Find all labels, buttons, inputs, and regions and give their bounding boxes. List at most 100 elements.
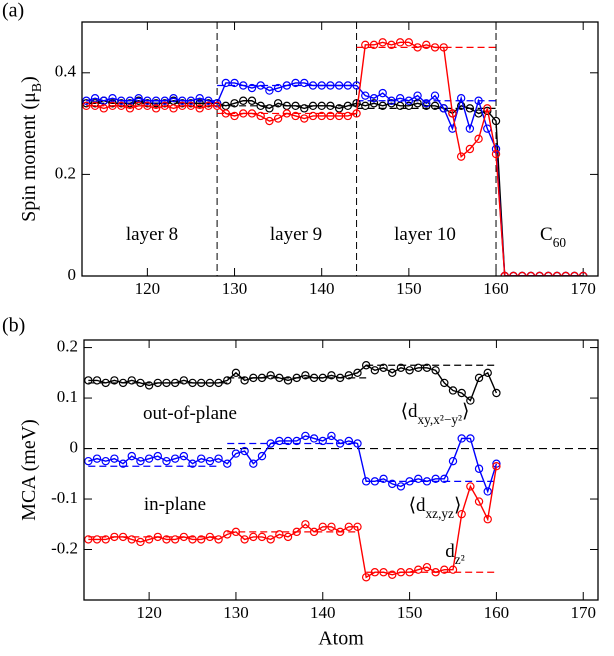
data-point: [247, 109, 257, 118]
data-point: [317, 111, 326, 121]
data-point: [179, 532, 189, 542]
data-point: [247, 83, 257, 93]
annotation-part: ⟨d: [401, 401, 418, 422]
data-point: [265, 86, 274, 95]
data-point: [431, 474, 440, 484]
annotation: ⟨dxz,yz⟩: [409, 495, 462, 520]
data-point: [370, 366, 380, 375]
data-point: [327, 431, 336, 441]
data-point: [110, 532, 119, 542]
data-point: [240, 446, 249, 456]
data-point: [413, 43, 422, 52]
data-point: [344, 371, 354, 380]
data-point: [483, 515, 492, 524]
annotation: C60: [540, 224, 566, 249]
data-point: [317, 101, 326, 111]
y-axis-label-part: Spin moment (μ: [18, 92, 40, 222]
data-point: [379, 474, 388, 484]
y-axis-label: MCA (meV): [18, 419, 40, 521]
data-point: [308, 81, 318, 90]
data-point: [195, 104, 204, 113]
data-point: [361, 573, 371, 582]
data-point: [422, 477, 432, 486]
data-point: [221, 109, 231, 118]
data-point: [108, 101, 117, 111]
data-point: [431, 568, 440, 577]
data-point: [361, 40, 370, 50]
data-point: [188, 378, 197, 388]
x-tick-label: 140: [310, 603, 336, 622]
annotation: dz²: [445, 541, 464, 566]
annotation: in-plane: [144, 494, 206, 515]
data-point: [440, 378, 449, 388]
data-point: [404, 101, 414, 111]
data-point: [160, 96, 170, 105]
data-point: [82, 99, 91, 108]
x-tick-label: 160: [483, 279, 509, 298]
data-point: [169, 104, 178, 113]
data-point: [308, 111, 318, 121]
data-point: [440, 474, 449, 484]
data-point: [118, 378, 128, 388]
data-point: [223, 376, 232, 385]
y-tick-label: -0.2: [51, 538, 78, 557]
data-point: [387, 99, 396, 108]
data-point: [335, 527, 345, 537]
data-point: [179, 451, 189, 461]
plot-area: [84, 361, 598, 582]
data-point: [188, 459, 197, 468]
data-point: [275, 373, 284, 383]
data-point: [153, 451, 163, 461]
data-point: [465, 124, 475, 133]
x-axis-label: Atom: [318, 628, 364, 650]
data-point: [379, 363, 388, 372]
data-point: [188, 535, 197, 544]
data-point: [127, 376, 136, 385]
data-point: [379, 568, 388, 577]
data-point: [92, 376, 102, 385]
data-point: [223, 530, 232, 539]
data-point: [457, 509, 466, 519]
data-point: [474, 134, 483, 144]
data-point: [405, 568, 414, 577]
annotation-part: layer 9: [270, 224, 322, 245]
annotation: layer 9: [270, 224, 322, 245]
annotation: ⟨dxy,x²−y²⟩: [401, 401, 470, 426]
data-point: [257, 532, 267, 542]
x-tick-label: 170: [570, 279, 596, 298]
data-point: [361, 361, 371, 370]
data-point: [291, 101, 300, 111]
data-point: [457, 434, 466, 443]
annotation-part: ⟩: [454, 495, 461, 516]
data-point: [143, 99, 152, 108]
data-point: [170, 454, 180, 463]
annotation-part: in-plane: [144, 494, 206, 515]
data-point: [170, 535, 180, 544]
data-point: [230, 99, 239, 108]
data-point: [204, 96, 213, 105]
data-point: [456, 93, 466, 103]
data-point: [275, 530, 284, 539]
x-tick-label: 130: [223, 603, 249, 622]
data-point: [214, 378, 223, 388]
data-point: [335, 439, 345, 448]
data-point: [239, 109, 248, 118]
data-point: [474, 497, 484, 506]
x-tick-label: 140: [309, 279, 335, 298]
data-point: [256, 101, 265, 111]
data-point: [396, 363, 406, 372]
data-point: [84, 376, 93, 385]
data-point: [136, 378, 145, 388]
data-point: [404, 96, 414, 105]
data-point: [162, 456, 171, 466]
data-point: [257, 373, 267, 383]
data-point: [256, 81, 265, 90]
data-point: [110, 376, 119, 385]
data-point: [169, 93, 178, 103]
data-point: [127, 535, 136, 544]
data-point: [118, 459, 128, 468]
annotation: out-of-plane: [143, 403, 237, 424]
data-point: [466, 482, 475, 491]
data-point: [439, 104, 448, 113]
data-point: [291, 78, 300, 88]
